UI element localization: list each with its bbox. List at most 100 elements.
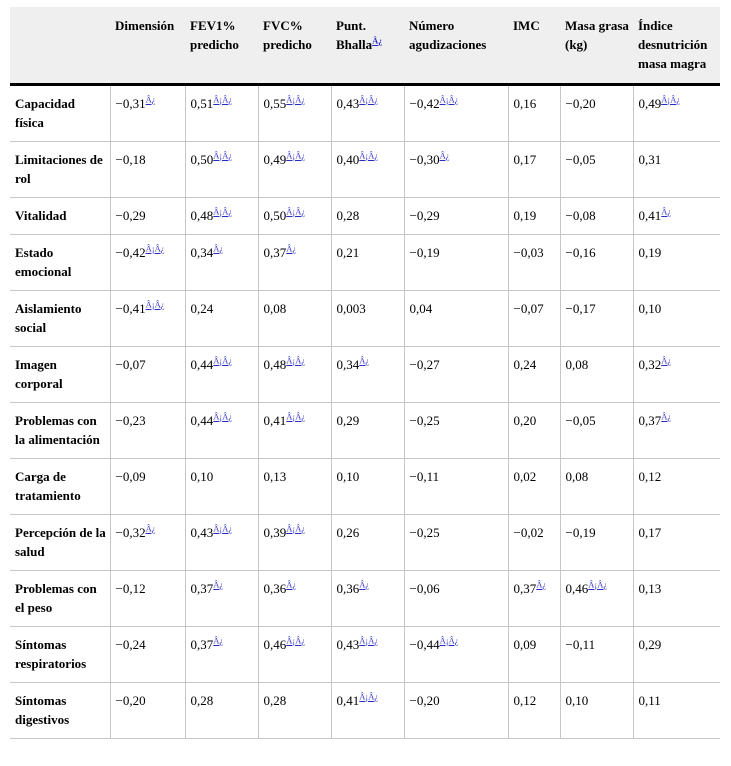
- table-row: Capacidad física −0,31Â¿ 0,51Â¡Â¿ 0,55Â¡Â¿ 0…: [10, 84, 720, 142]
- footnote-marker-link[interactable]: Â¡Â¿: [213, 355, 233, 366]
- footnote-marker-link[interactable]: Â¿: [145, 523, 156, 534]
- table-row: Estado emocional −0,42Â¡Â¿ 0,34Â¿ 0,37Â¿ 0,2…: [10, 234, 720, 291]
- footnote-marker-link[interactable]: Â¡Â¿: [588, 579, 608, 590]
- page: Dimensión FEV1% predicho FVC% predicho Punt…: [10, 7, 720, 739]
- footnote-marker-link[interactable]: Â¿: [661, 206, 672, 217]
- footnote-marker-link[interactable]: Â¿: [145, 94, 156, 105]
- footnote-marker-link[interactable]: Â¿: [213, 579, 224, 590]
- footnote-marker-link[interactable]: Â¡Â¿: [661, 94, 681, 105]
- correlation-value: −0,23: [115, 413, 146, 428]
- footnote-marker-link[interactable]: Â¡Â¿: [359, 635, 379, 646]
- value-cell: −0,32Â¿: [110, 514, 186, 571]
- correlation-value: 0,19: [513, 208, 537, 223]
- column-header-label: Índice desnutrición masa magra: [638, 18, 708, 71]
- value-cell: −0,06: [404, 570, 509, 627]
- footnote-marker-link[interactable]: Â¡Â¿: [359, 94, 379, 105]
- correlations-table: Dimensión FEV1% predicho FVC% predicho Punt…: [10, 7, 720, 739]
- footnote-marker-link[interactable]: Â¿: [213, 243, 224, 254]
- correlation-value: −0,05: [565, 413, 596, 428]
- correlation-value: 0,08: [565, 469, 589, 484]
- footnote-marker-link[interactable]: Â¿: [286, 243, 297, 254]
- value-cell: 0,17: [508, 141, 561, 198]
- correlation-value: 0,10: [638, 301, 662, 316]
- footnote-marker-link[interactable]: Â¡Â¿: [145, 243, 165, 254]
- value-cell: 0,50Â¡Â¿: [185, 141, 259, 198]
- value-cell: −0,20: [110, 682, 186, 739]
- correlation-value: 0,34: [336, 357, 360, 372]
- column-header: Dimensión: [110, 7, 185, 85]
- footnote-marker-link[interactable]: Â¿: [536, 579, 547, 590]
- footnote-marker-link[interactable]: Â¡Â¿: [286, 150, 306, 161]
- correlation-value: 0,09: [513, 637, 537, 652]
- value-cell: −0,24: [110, 626, 186, 683]
- row-label: Limitaciones de rol: [10, 141, 111, 198]
- value-cell: 0,31: [633, 141, 720, 198]
- footnote-marker-link[interactable]: Â¡Â¿: [213, 150, 233, 161]
- footnote-marker-link[interactable]: Â¿: [661, 411, 672, 422]
- value-cell: −0,30Â¿: [404, 141, 509, 198]
- value-cell: −0,29: [110, 197, 186, 235]
- footnote-marker-link[interactable]: Â¡Â¿: [286, 523, 306, 534]
- value-cell: 0,09: [508, 626, 561, 683]
- table-header: Dimensión FEV1% predicho FVC% predicho Punt…: [10, 7, 720, 85]
- column-header: FEV1% predicho: [185, 7, 258, 85]
- column-header: FVC% predicho: [258, 7, 331, 85]
- table-row: Limitaciones de rol −0,18 0,50Â¡Â¿ 0,49Â¡Â¿…: [10, 141, 720, 198]
- footnote-marker-link[interactable]: Â¡Â¿: [439, 94, 459, 105]
- footnote-marker-link[interactable]: Â¿: [213, 635, 224, 646]
- value-cell: 0,48Â¡Â¿: [185, 197, 259, 235]
- value-cell: 0,50Â¡Â¿: [258, 197, 332, 235]
- footnote-marker-link[interactable]: Â¿: [286, 579, 297, 590]
- footnote-marker-link[interactable]: Â¡Â¿: [286, 411, 306, 422]
- table-row: Síntomas digestivos −0,20 0,28 0,28 0,41Â¡Â¿…: [10, 682, 720, 739]
- footnote-marker-link[interactable]: Â¡Â¿: [286, 206, 306, 217]
- correlation-value: 0,39: [263, 525, 287, 540]
- header-row: Dimensión FEV1% predicho FVC% predicho Punt…: [10, 7, 720, 85]
- footnote-marker-link[interactable]: Â¡Â¿: [213, 411, 233, 422]
- value-cell: 0,36Â¿: [258, 570, 332, 627]
- correlation-value: 0,12: [513, 693, 537, 708]
- footnote-marker-link[interactable]: Â¡Â¿: [145, 299, 165, 310]
- footnote-marker-link[interactable]: Â¡Â¿: [359, 150, 379, 161]
- footnote-marker-link[interactable]: Â¿: [372, 35, 383, 46]
- footnote-marker-link[interactable]: Â¿: [359, 579, 370, 590]
- footnote-marker-link[interactable]: Â¡Â¿: [286, 635, 306, 646]
- footnote-marker-link[interactable]: Â¿: [661, 355, 672, 366]
- correlation-value: −0,11: [565, 637, 596, 652]
- correlation-value: −0,42: [409, 96, 440, 111]
- correlation-value: 0,28: [336, 208, 360, 223]
- correlation-value: −0,29: [409, 208, 440, 223]
- value-cell: 0,10: [185, 458, 259, 515]
- column-header: Índice desnutrición masa magra: [633, 7, 720, 85]
- footnote-marker-link[interactable]: Â¡Â¿: [439, 635, 459, 646]
- value-cell: −0,18: [110, 141, 186, 198]
- footnote-marker-link[interactable]: Â¿: [439, 150, 450, 161]
- footnote-marker-link[interactable]: Â¡Â¿: [286, 94, 306, 105]
- correlation-value: 0,37: [513, 581, 537, 596]
- value-cell: −0,11: [404, 458, 509, 515]
- correlation-value: 0,37: [190, 581, 214, 596]
- value-cell: 0,29: [633, 626, 720, 683]
- correlation-value: −0,07: [115, 357, 146, 372]
- value-cell: 0,19: [633, 234, 720, 291]
- correlation-value: 0,41: [638, 208, 662, 223]
- footnote-marker-link[interactable]: Â¡Â¿: [286, 355, 306, 366]
- footnote-marker-link[interactable]: Â¡Â¿: [359, 691, 379, 702]
- value-cell: −0,17: [560, 290, 634, 347]
- correlation-value: 0,44: [190, 413, 214, 428]
- value-cell: 0,41Â¿: [633, 197, 720, 235]
- correlation-value: −0,16: [565, 245, 596, 260]
- value-cell: 0,20: [508, 402, 561, 459]
- correlation-value: 0,36: [336, 581, 360, 596]
- footnote-marker-link[interactable]: Â¡Â¿: [213, 523, 233, 534]
- correlation-value: 0,48: [263, 357, 287, 372]
- value-cell: 0,11: [633, 682, 720, 739]
- value-cell: 0,24: [508, 346, 561, 403]
- footnote-marker-link[interactable]: Â¡Â¿: [213, 94, 233, 105]
- value-cell: 0,28: [258, 682, 332, 739]
- value-cell: −0,19: [560, 514, 634, 571]
- value-cell: −0,05: [560, 402, 634, 459]
- correlation-value: 0,49: [263, 152, 287, 167]
- footnote-marker-link[interactable]: Â¡Â¿: [213, 206, 233, 217]
- footnote-marker-link[interactable]: Â¿: [359, 355, 370, 366]
